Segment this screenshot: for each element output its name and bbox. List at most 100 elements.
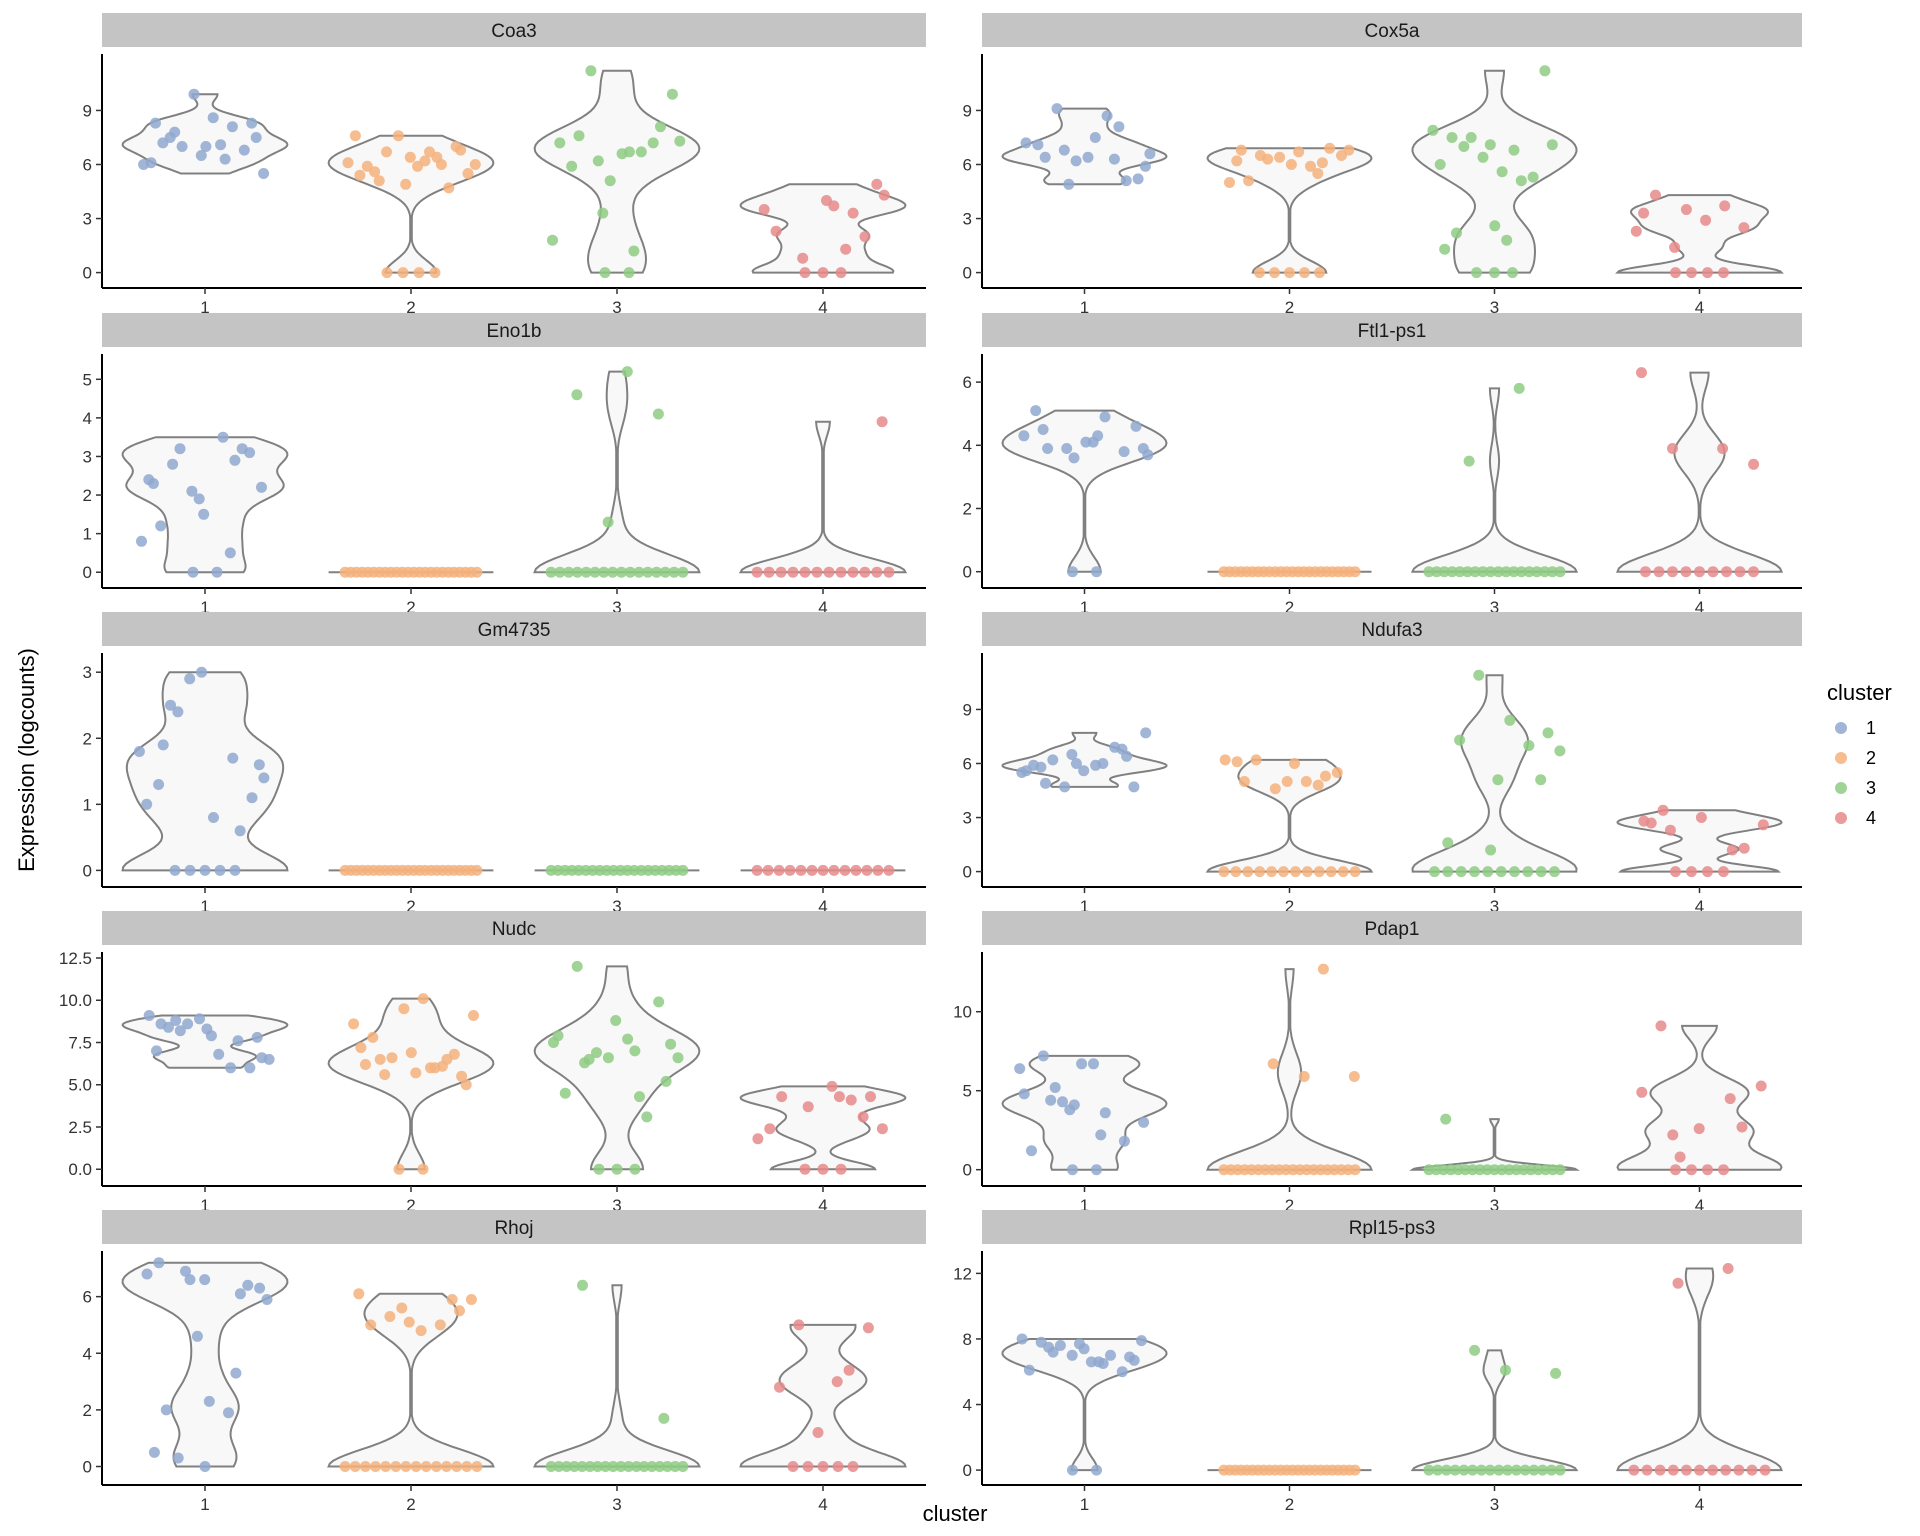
data-point [658,1412,670,1424]
data-point [1140,727,1152,739]
data-point [563,566,575,578]
data-point [172,706,184,718]
data-point [1120,175,1132,187]
data-point [865,1091,876,1103]
data-point [1667,443,1678,454]
y-tick-label: 5 [963,1082,972,1101]
data-point [250,132,262,143]
y-axis-title: Expression (logcounts) [14,648,39,872]
data-point [795,864,807,876]
violin-cluster-3 [1409,1118,1580,1171]
data-point [1116,1366,1128,1378]
panel-gm4735: Gm4735 0 1 2 3 1 2 3 4 [83,612,926,916]
data-point [1667,1129,1679,1141]
data-point [246,117,258,129]
x-tick-label: 3 [612,298,621,317]
data-point [191,1330,203,1342]
data-point [211,566,223,578]
data-point [261,1294,273,1305]
data-point [234,1288,246,1300]
data-point [415,1325,427,1337]
data-point [203,1395,215,1407]
data-point [1718,1164,1729,1176]
data-point [1349,566,1361,578]
y-tick-label: 7.5 [68,1033,92,1052]
x-tick-label: 3 [1490,1495,1499,1514]
data-point [1067,1464,1078,1476]
y-tick-label: 0 [83,563,92,582]
data-point [468,1010,479,1021]
y-tick-label: 2 [83,729,92,748]
data-point [410,1067,422,1079]
data-point [155,1018,167,1030]
data-point [845,1094,857,1106]
y-tick-label: 0 [83,861,92,880]
data-point [1348,1071,1360,1082]
data-point [1142,449,1154,461]
y-tick-label: 2 [963,499,972,518]
data-point [1097,1358,1109,1369]
x-tick-label: 4 [818,1495,827,1514]
data-point [1465,132,1477,143]
x-tick-label: 2 [406,298,415,317]
data-point [1680,566,1692,578]
violin-cluster-1 [121,1261,289,1468]
data-point [1037,424,1049,435]
data-point [1095,1129,1107,1141]
data-point [802,1461,814,1472]
x-tick-label: 4 [818,897,827,916]
data-point [429,1062,441,1074]
y-tick-label: 8 [963,1330,972,1349]
x-tick-label: 4 [818,598,827,617]
data-point [1531,566,1543,578]
data-point [1432,1464,1444,1476]
x-tick-label: 1 [200,298,209,317]
facet-title: Cox5a [1365,21,1420,42]
data-point [1670,267,1681,279]
data-point [1091,1464,1102,1476]
data-point [143,1010,155,1021]
data-point [823,566,835,578]
data-point [215,139,227,151]
data-point [659,566,671,578]
data-point [224,547,236,559]
data-point [430,1461,442,1472]
data-point [1482,866,1494,878]
data-point [1748,566,1759,578]
data-point [615,1461,627,1472]
data-point [1235,144,1247,156]
data-point [661,1461,673,1472]
data-point [1508,144,1520,156]
data-point [1269,783,1281,795]
facet-title: Rpl15-ps3 [1349,1218,1436,1239]
x-tick-label: 2 [1285,298,1294,317]
data-point [641,1111,653,1123]
data-point [413,267,425,279]
legend-label: 4 [1866,808,1876,828]
data-point [1305,160,1316,172]
data-point [1085,1356,1097,1368]
data-point [616,148,628,160]
data-point [1325,866,1337,878]
data-point [652,408,664,420]
data-point [150,117,161,129]
violin-cluster-3 [533,1284,701,1468]
data-point [1118,446,1130,458]
data-point [1535,774,1547,786]
data-point [1144,148,1156,160]
data-point [607,566,619,578]
data-point [226,121,238,133]
data-point [1640,566,1651,578]
x-axis-title: cluster [923,1501,988,1526]
data-point [554,137,566,149]
data-point [835,1163,847,1175]
data-point [153,1257,165,1269]
data-point [591,1047,602,1059]
data-point [811,566,823,578]
data-point [1700,214,1712,226]
data-point [1349,1164,1361,1176]
data-point [208,812,219,823]
data-point [1088,1058,1099,1070]
